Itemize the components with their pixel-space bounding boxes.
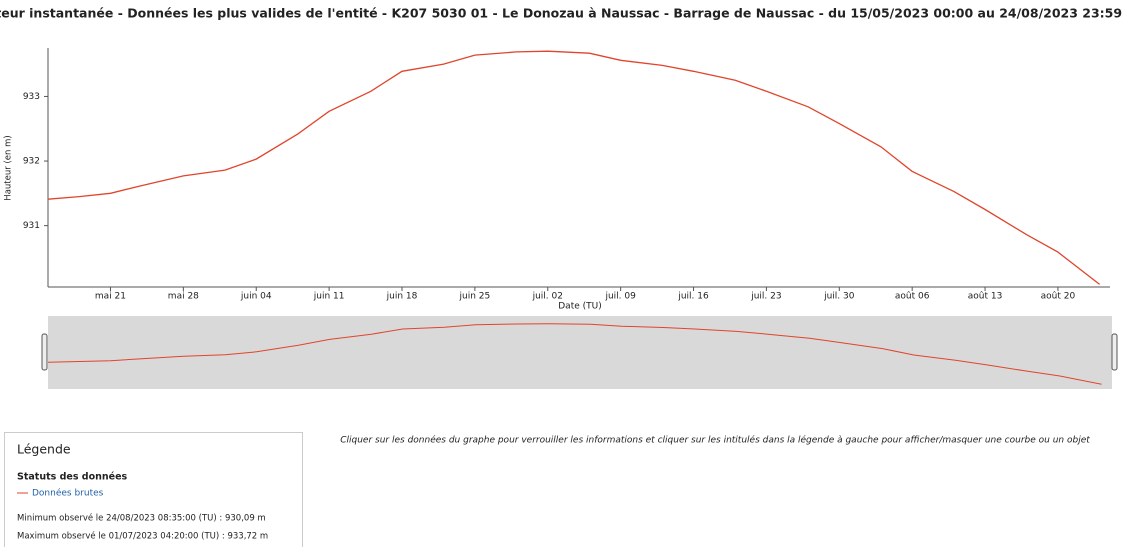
x-tick-label: juil. 09 — [604, 292, 636, 302]
x-tick-label: juil. 02 — [532, 292, 563, 302]
chart-title: Hauteur instantanée - Données les plus v… — [0, 6, 1124, 21]
x-tick-label: juin 04 — [240, 292, 272, 302]
x-tick-label: août 20 — [1041, 292, 1076, 302]
x-tick-label: juil. 16 — [677, 292, 709, 302]
x-tick-label: juin 11 — [313, 292, 345, 302]
y-tick-label: 933 — [23, 92, 40, 102]
navigator-handle[interactable] — [1111, 333, 1118, 371]
y-tick-label: 931 — [23, 221, 40, 231]
x-tick-label: juin 25 — [459, 292, 491, 302]
legend-title: Légende — [17, 442, 71, 457]
x-tick-label: juin 18 — [386, 292, 418, 302]
x-tick-label: juil. 30 — [823, 292, 855, 302]
y-axis-label: Hauteur (en m) — [4, 135, 14, 200]
legend-minimum: Minimum observé le 24/08/2023 08:35:00 (… — [17, 513, 266, 524]
legend-maximum: Maximum observé le 01/07/2023 04:20:00 (… — [17, 531, 268, 542]
navigator-line — [47, 323, 1102, 385]
legend-section: Statuts des données — [17, 472, 128, 483]
x-tick-label: mai 28 — [168, 292, 199, 302]
navigator-handle[interactable] — [41, 333, 48, 371]
x-tick-label: mai 21 — [95, 292, 126, 302]
x-axis-label: Date (TU) — [558, 302, 601, 312]
legend-entry[interactable]: Données brutes — [32, 488, 104, 499]
navigator[interactable] — [48, 316, 1112, 389]
legend-box — [4, 432, 303, 547]
data-line — [47, 50, 1100, 285]
y-tick-label: 932 — [23, 157, 40, 167]
x-tick-label: août 13 — [968, 292, 1003, 302]
instruction: Cliquer sur les données du graphe pour v… — [340, 435, 1090, 446]
x-tick-label: juil. 23 — [750, 292, 781, 302]
x-tick-label: août 06 — [895, 292, 930, 302]
